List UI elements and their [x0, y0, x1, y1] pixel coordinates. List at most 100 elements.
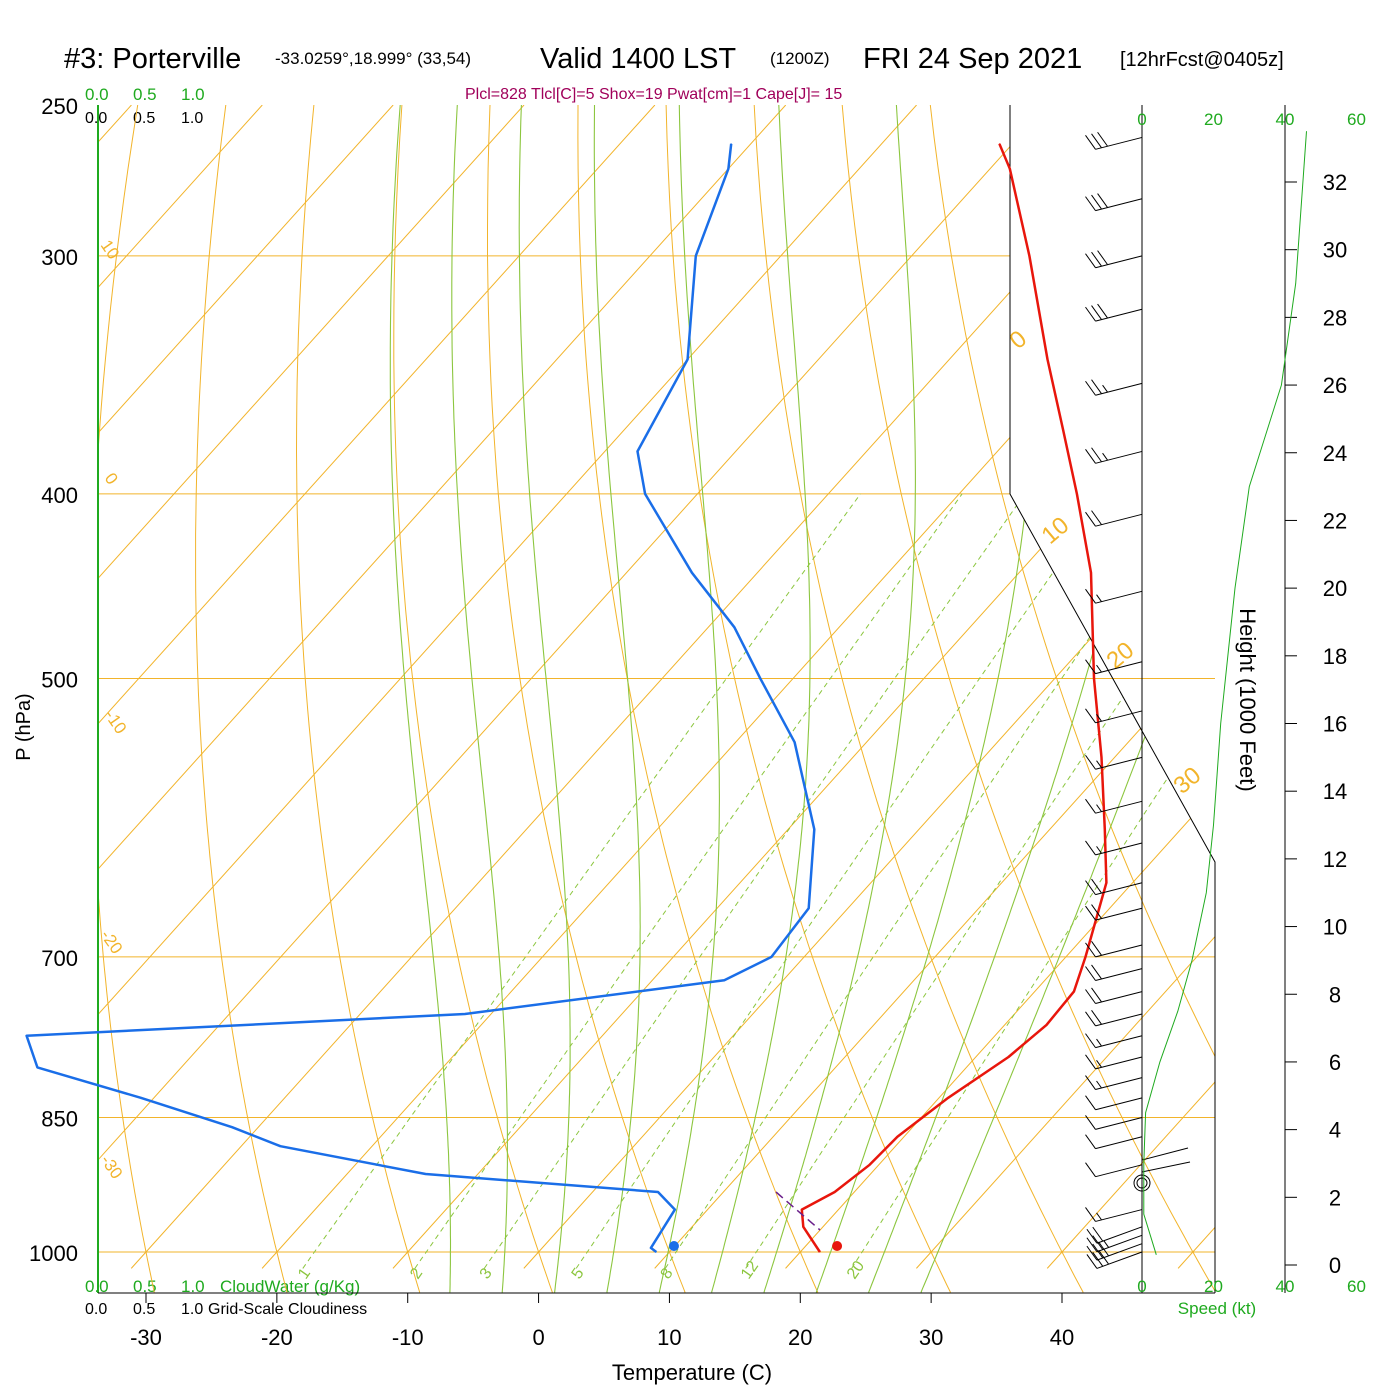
barb-flag	[1085, 1207, 1096, 1222]
isotherm	[0, 105, 1, 1268]
barb-half	[1103, 1240, 1110, 1248]
x-tick-label: 40	[1050, 1325, 1074, 1350]
barb-flag	[1091, 1010, 1102, 1025]
wind-barb	[1085, 878, 1143, 896]
barb-flag	[1085, 966, 1096, 981]
speed-tick-label-bottom: 20	[1204, 1277, 1223, 1296]
wind-barb	[1086, 1241, 1143, 1261]
barb-half	[1096, 1038, 1102, 1047]
temperature-point	[1073, 991, 1075, 993]
dewpoint-point	[759, 678, 761, 679]
mixing-ratio-line	[664, 493, 1189, 1269]
dewpoint-point	[695, 255, 697, 257]
temperature-point	[1090, 572, 1092, 574]
barb-flag	[1085, 306, 1096, 322]
barb-staff	[1095, 513, 1143, 527]
barb-staff-lowlevel	[1141, 1161, 1191, 1173]
barb-half	[1096, 760, 1102, 768]
barb-staff	[1095, 1117, 1143, 1130]
barb-staff	[1096, 1226, 1143, 1244]
isotherm	[98, 105, 394, 1269]
dry-adiabat	[295, 105, 421, 1293]
sounding-profiles	[25, 143, 1108, 1253]
barb-flag	[1097, 131, 1108, 147]
isotherm	[1046, 105, 1215, 1269]
x-tick-label: 30	[919, 1325, 943, 1350]
height-tick-label: 10	[1323, 915, 1347, 940]
isotherm-label-right: 0	[1005, 325, 1033, 354]
mixing-ratio-line	[575, 493, 1109, 1269]
valid-date: FRI 24 Sep 2021	[863, 43, 1082, 75]
barb-flag	[1091, 194, 1102, 210]
wind-barb	[1085, 1075, 1143, 1091]
dewpoint-point	[730, 143, 732, 145]
barb-flag	[1085, 989, 1096, 1004]
temperature-point	[1009, 168, 1011, 170]
barb-flag	[1085, 942, 1096, 958]
isotherm	[654, 105, 1215, 1269]
barb-staff	[1095, 944, 1143, 958]
cloudwater-label: CloudWater (g/Kg)	[220, 1277, 360, 1296]
speed-axis-title: Speed (kt)	[1178, 1299, 1256, 1318]
wind-barb	[1085, 510, 1143, 527]
mixing-ratio-label: 20	[844, 1258, 868, 1282]
dewpoint-point	[36, 1066, 38, 1068]
mixing-ratio-line	[414, 493, 963, 1269]
barb-staff	[1095, 1136, 1143, 1150]
barb-flag	[1085, 135, 1096, 150]
cloudwater-scale-bottom-0: 0.0	[85, 1277, 109, 1296]
barb-staff	[1095, 136, 1143, 150]
speed-tick-label-top: 0	[1137, 110, 1146, 129]
height-tick-label: 24	[1323, 441, 1347, 466]
isobar-lines	[98, 255, 1215, 1253]
dry-adiabat	[98, 105, 155, 1293]
wind-speed-line	[1143, 131, 1307, 1255]
barb-staff	[1095, 382, 1143, 396]
valid-time: Valid 1400 LST	[540, 43, 736, 75]
plot-frame	[97, 105, 1286, 1294]
height-tick-label: 0	[1329, 1253, 1341, 1278]
height-tick-label: 8	[1329, 982, 1341, 1007]
speed-tick-label-bottom: 40	[1276, 1277, 1295, 1296]
cloudiness-scale-bottom-1: 0.5	[133, 1301, 155, 1318]
barb-flag	[1085, 449, 1096, 464]
barb-staff	[1095, 968, 1143, 981]
dewpoint-point	[794, 741, 796, 743]
barb-half	[1102, 384, 1108, 393]
isotherm	[98, 105, 525, 1269]
moist-adiabat	[593, 105, 641, 1293]
wind-barb	[1085, 250, 1143, 269]
pressure-tick-label: 850	[41, 1107, 78, 1132]
barb-staff	[1095, 1097, 1143, 1111]
temperature-point	[1093, 678, 1095, 679]
height-tick-label: 14	[1323, 779, 1347, 804]
barb-flag	[1085, 1134, 1096, 1149]
barb-flag	[1091, 251, 1102, 267]
barb-staff	[1095, 1056, 1143, 1070]
temperature-point	[1085, 956, 1086, 958]
barb-half	[1096, 1060, 1102, 1068]
barb-flag	[1086, 1228, 1098, 1244]
barb-staff	[1095, 907, 1143, 921]
wind-barb	[1085, 964, 1143, 981]
barb-flag	[1085, 511, 1096, 527]
pressure-tick-label: 500	[41, 668, 78, 693]
isotherm-label-left: 10	[97, 236, 123, 262]
cloudwater-scale-bottom-2: 1.0	[181, 1277, 205, 1296]
wind-barb	[1085, 754, 1143, 770]
barb-staff	[1095, 590, 1143, 604]
mixing-ratio-label: 2	[407, 1265, 426, 1282]
dry-adiabat-lines	[98, 105, 1215, 1293]
isotherm	[98, 105, 656, 1269]
wind-barb	[1085, 379, 1143, 396]
mixing-ratio-line	[483, 493, 1026, 1269]
dry-adiabat	[487, 105, 686, 1293]
height-axis-title: Height (1000 Feet)	[1235, 608, 1260, 791]
barb-staff	[1095, 991, 1143, 1004]
barb-flag	[1085, 1054, 1096, 1070]
dewpoint-point	[727, 168, 729, 170]
wind-barb	[1085, 1033, 1143, 1049]
barb-flag	[1091, 133, 1102, 149]
